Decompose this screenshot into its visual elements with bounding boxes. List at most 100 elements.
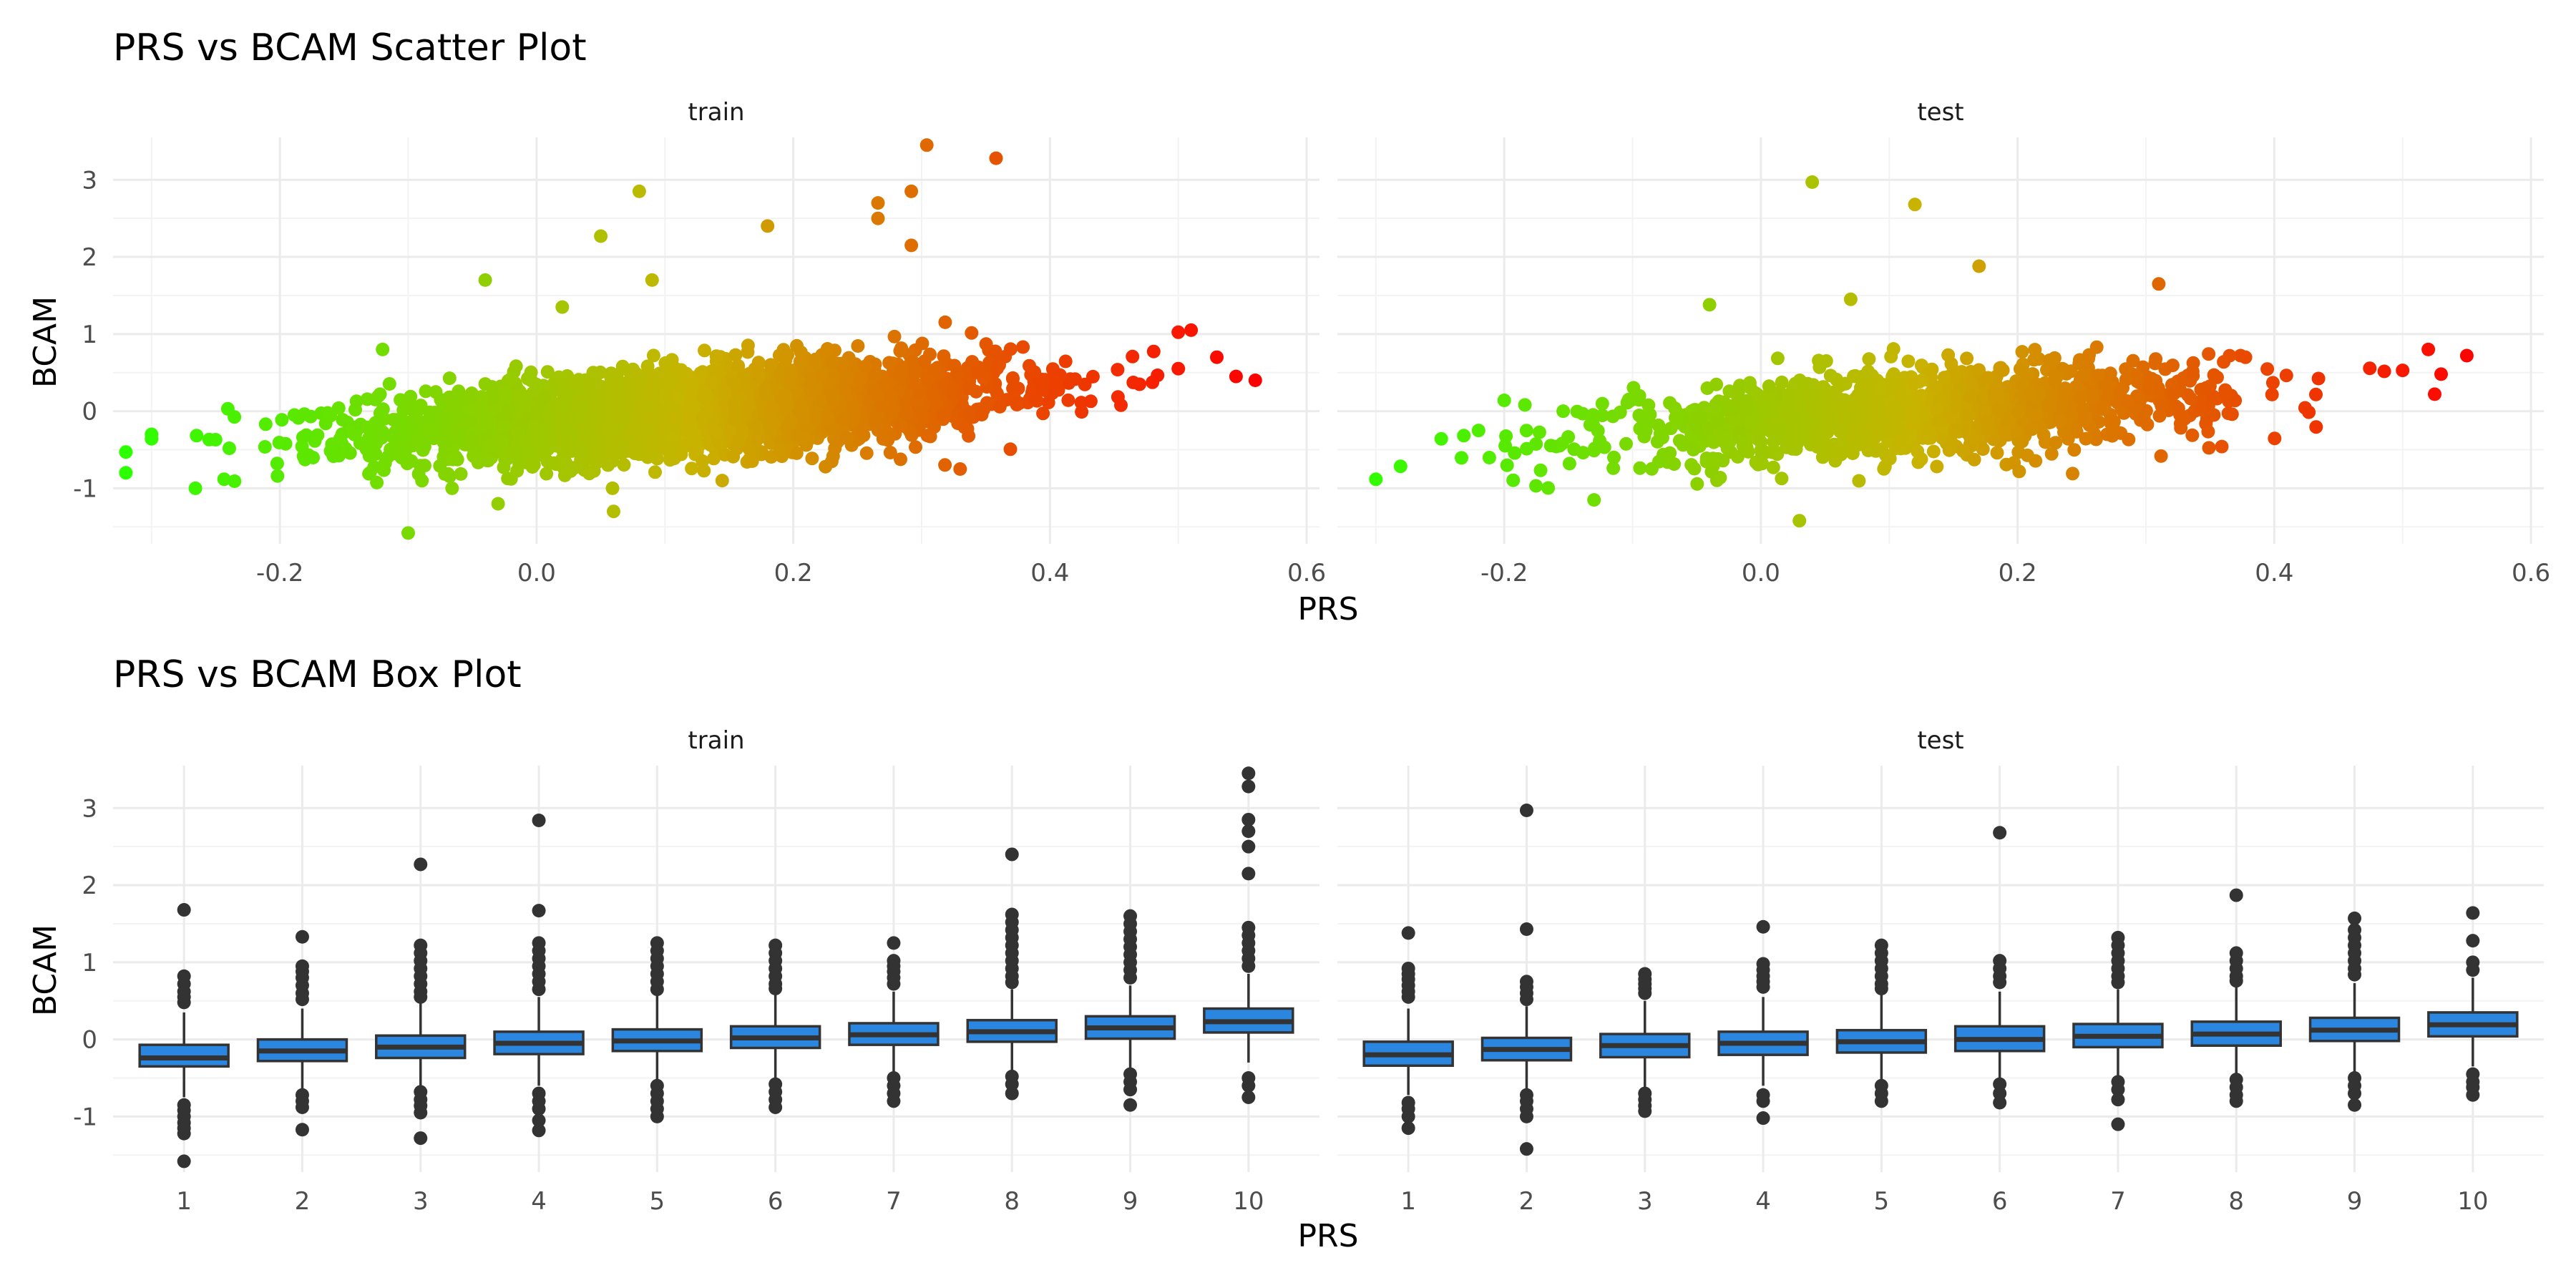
box-outlier [2348,1098,2362,1112]
scatter-point [1963,389,1977,404]
scatter-point [504,371,518,386]
scatter-point [1992,401,2006,416]
scatter-point [868,414,882,429]
scatter-point [542,409,555,423]
scatter-point [704,375,718,389]
scatter-point [1810,440,1825,454]
scatter-point [735,422,749,436]
scatter-point [326,449,341,464]
scatter-point [2268,431,2282,446]
x-tick-label: 7 [886,1187,902,1216]
scatter-point [298,452,312,467]
scatter-point [1821,409,1835,424]
scatter-point [1859,424,1873,439]
scatter-point [333,431,347,446]
scatter-point [796,406,811,421]
y-tick-label: 1 [82,321,97,349]
box-outlier [1241,812,1256,826]
scatter-point [871,211,885,225]
scatter-point [1914,389,1928,403]
scatter-point [1972,363,1986,377]
scatter-point [1895,439,1909,453]
scatter-point [557,468,572,482]
scatter-point [908,376,922,391]
scatter-point [413,427,427,441]
scatter-point [1508,446,1522,460]
box-outlier [1241,1078,1256,1093]
scatter-point [2042,353,2057,367]
scatter-point [2238,350,2253,364]
scatter-point [737,371,751,385]
scatter-point [442,371,457,386]
scatter-point [1736,436,1750,450]
scatter-point [1720,441,1735,456]
scatter-point [2049,371,2064,385]
scatter-point [2309,420,2323,434]
scatter-point [907,356,921,370]
scatter-point [628,447,642,461]
box-test-8 [2190,888,2282,1108]
scatter-point [962,381,976,396]
scatter-point [2024,385,2037,399]
scatter-point [975,408,989,421]
box-outlier [887,936,901,950]
scatter-point [696,454,710,468]
scatter-point [482,454,495,468]
scatter-point [478,377,492,391]
scatter-point [825,356,839,370]
scatter-point [222,441,236,455]
scatter-point [814,369,829,383]
scatter-point [1898,371,1911,385]
scatter-point [1767,434,1780,449]
scatter-point [451,429,465,443]
box-outlier [532,904,546,918]
scatter-point [1669,416,1684,430]
scatter-point [1890,422,1904,436]
scatter-point [2265,387,2279,401]
scatter-point [497,460,511,474]
scatter-point [362,431,376,445]
box-outlier [295,1123,309,1137]
scatter-point [445,481,459,495]
scatter-point [2167,386,2181,401]
scatter-point [603,368,618,382]
scatter-point [2079,431,2093,446]
scatter-point [530,404,544,419]
box-outlier [414,1131,428,1146]
scatter-point [1786,382,1800,396]
scatter-point [527,420,541,434]
scatter-point [1726,403,1740,417]
scatter-point [743,442,757,457]
scatter-point [1663,446,1677,460]
box-outlier [414,990,428,1004]
scatter-point [1962,423,1976,437]
scatter-point [1990,383,2004,397]
scatter-point [401,526,415,540]
scatter-point [447,391,461,405]
scatter-point [1994,361,2008,375]
scatter-point [857,416,872,431]
y-tick-label: 3 [82,794,97,823]
x-tick-label: 4 [531,1187,547,1216]
scatter-point [1184,323,1199,337]
scatter-point [1063,372,1078,386]
box-title: PRS vs BCAM Box Plot [113,653,522,696]
scatter-point [1656,426,1670,440]
scatter-point [741,399,756,413]
scatter-point [1114,398,1128,412]
scatter-point [386,430,400,444]
scatter-point [2011,405,2026,419]
scatter-facet-label-train: train [688,98,744,127]
scatter-point [119,466,133,480]
scatter-point [805,452,819,466]
scatter-point [1058,354,1073,369]
scatter-point [1818,382,1832,396]
scatter-point [634,369,648,384]
scatter-point [540,467,554,481]
scatter-point [579,429,593,444]
scatter-point [419,384,433,399]
scatter-point [1541,481,1556,495]
scatter-point [617,458,631,472]
